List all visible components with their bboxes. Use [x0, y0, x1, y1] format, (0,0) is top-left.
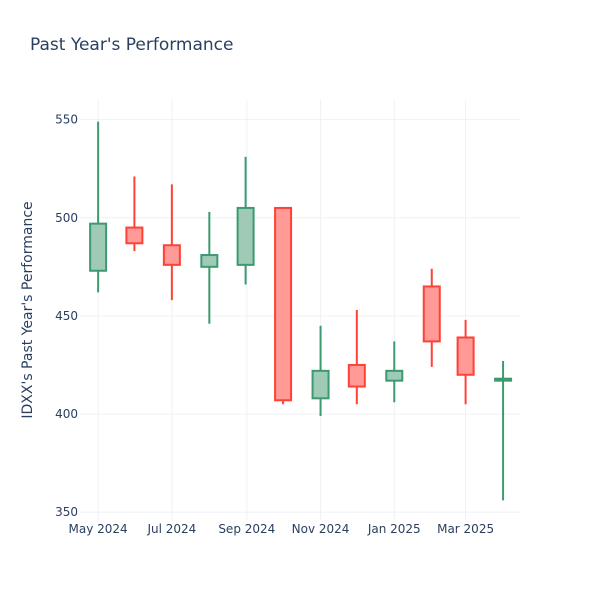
candle-layer [89, 121, 513, 501]
y-axis-title: IDXX's Past Year's Performance [20, 201, 36, 418]
candle-body [236, 206, 255, 266]
x-tick-label: Jan 2025 [367, 522, 421, 536]
grid-layer [80, 100, 520, 520]
candle-increasing [236, 156, 255, 285]
candle-body [385, 369, 404, 382]
candle-body [311, 369, 330, 400]
candle-body [494, 377, 513, 382]
candle-body [422, 285, 441, 343]
candle-decreasing [456, 319, 475, 405]
x-tick-label: Nov 2024 [292, 522, 350, 536]
candle-decreasing [422, 268, 441, 367]
candle-increasing [89, 121, 108, 293]
candle-increasing [311, 325, 330, 416]
candle-body [347, 363, 366, 388]
y-tick-label: 450 [55, 309, 78, 323]
candle-body [125, 226, 144, 245]
candle-body [456, 336, 475, 376]
candle-decreasing [162, 184, 181, 301]
candle-body [162, 244, 181, 266]
x-tick-label: Sep 2024 [218, 522, 275, 536]
candle-body [274, 206, 293, 402]
candle-body [200, 254, 219, 268]
candle-increasing [494, 361, 513, 501]
candle-decreasing [347, 310, 366, 405]
x-tick-label: Mar 2025 [437, 522, 494, 536]
y-tick-label: 500 [55, 211, 78, 225]
candle-body [89, 222, 108, 272]
candle-increasing [200, 211, 219, 324]
axis-layer: 350 400 450 500 550 May 2024 Jul 2024 Sep 2024 N… [55, 113, 494, 536]
chart-title: Past Year's Performance [30, 35, 234, 55]
x-tick-label: May 2024 [69, 522, 128, 536]
y-tick-label: 350 [55, 505, 78, 519]
y-tick-label: 400 [55, 407, 78, 421]
x-tick-label: Jul 2024 [146, 522, 196, 536]
candle-decreasing [274, 206, 293, 405]
candle-decreasing [125, 176, 144, 252]
y-tick-label: 550 [55, 113, 78, 127]
candle-increasing [385, 341, 404, 403]
